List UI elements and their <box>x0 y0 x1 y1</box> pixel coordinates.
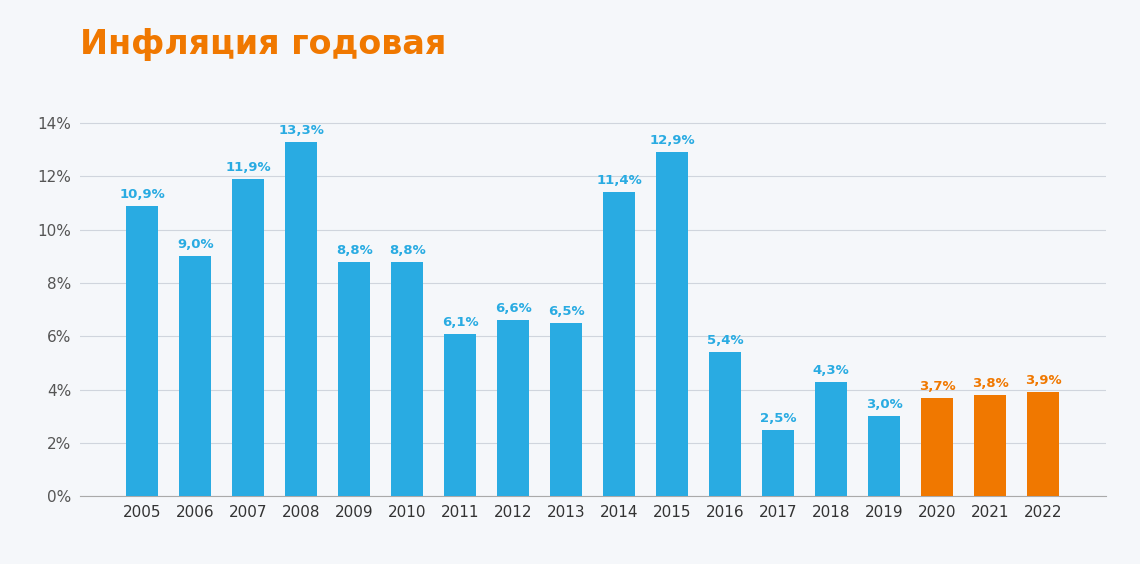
Text: 3,7%: 3,7% <box>919 380 955 393</box>
Bar <box>815 382 847 496</box>
Bar <box>1027 393 1059 496</box>
Bar <box>921 398 953 496</box>
Text: 9,0%: 9,0% <box>177 239 213 252</box>
Bar <box>127 205 158 496</box>
Text: Инфляция годовая: Инфляция годовая <box>80 28 446 61</box>
Text: 5,4%: 5,4% <box>707 334 743 347</box>
Bar <box>869 416 901 496</box>
Bar <box>233 179 264 496</box>
Bar <box>391 262 423 496</box>
Bar <box>657 152 689 496</box>
Text: 6,6%: 6,6% <box>495 302 531 315</box>
Text: 13,3%: 13,3% <box>278 124 324 136</box>
Text: 12,9%: 12,9% <box>650 134 695 147</box>
Bar <box>497 320 529 496</box>
Text: 10,9%: 10,9% <box>120 188 165 201</box>
Text: 4,3%: 4,3% <box>813 364 849 377</box>
Text: 11,9%: 11,9% <box>226 161 271 174</box>
Bar <box>551 323 583 496</box>
Bar <box>603 192 635 496</box>
Text: 6,1%: 6,1% <box>442 316 479 329</box>
Bar <box>975 395 1007 496</box>
Bar <box>445 333 477 496</box>
Bar <box>763 430 795 496</box>
Text: 3,9%: 3,9% <box>1025 374 1061 387</box>
Text: 2,5%: 2,5% <box>760 412 797 425</box>
Bar <box>179 256 211 496</box>
Text: 3,8%: 3,8% <box>972 377 1009 390</box>
Text: 8,8%: 8,8% <box>389 244 425 257</box>
Bar <box>339 262 370 496</box>
Bar <box>285 142 317 496</box>
Bar <box>709 352 741 496</box>
Text: 6,5%: 6,5% <box>548 305 585 318</box>
Text: 11,4%: 11,4% <box>596 174 642 187</box>
Text: 8,8%: 8,8% <box>336 244 373 257</box>
Text: 3,0%: 3,0% <box>866 399 903 412</box>
